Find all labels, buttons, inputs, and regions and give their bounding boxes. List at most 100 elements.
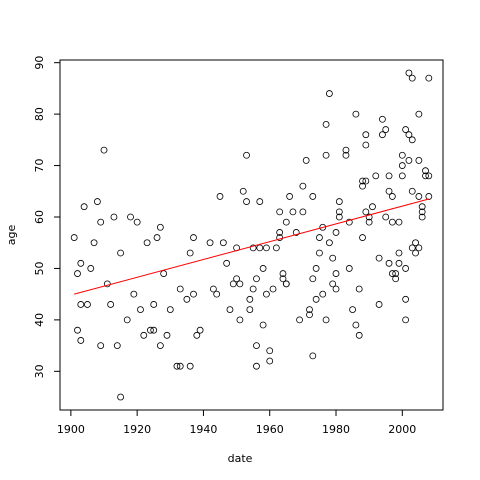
point bbox=[395, 249, 403, 257]
point bbox=[93, 198, 101, 205]
point bbox=[147, 326, 154, 334]
point bbox=[253, 362, 260, 370]
point bbox=[388, 193, 396, 200]
point bbox=[190, 234, 197, 241]
point bbox=[196, 326, 204, 334]
point bbox=[402, 126, 410, 133]
x-tick-label: 1980 bbox=[322, 423, 350, 436]
point bbox=[322, 121, 330, 128]
point bbox=[256, 244, 264, 252]
point bbox=[392, 275, 400, 283]
point bbox=[74, 326, 81, 334]
point bbox=[359, 182, 366, 190]
y-tick-label: 70 bbox=[33, 159, 46, 173]
x-tick-label: 1960 bbox=[256, 423, 284, 436]
point bbox=[246, 306, 254, 313]
point bbox=[176, 285, 184, 293]
point bbox=[156, 223, 164, 231]
point bbox=[425, 193, 433, 200]
y-tick-label: 30 bbox=[33, 364, 46, 378]
point bbox=[405, 69, 413, 77]
point bbox=[395, 218, 403, 226]
point bbox=[160, 270, 168, 277]
point bbox=[382, 213, 390, 221]
point bbox=[282, 218, 290, 226]
point bbox=[259, 321, 267, 329]
point bbox=[405, 131, 413, 139]
point bbox=[325, 239, 333, 247]
point bbox=[236, 280, 244, 288]
point bbox=[342, 151, 350, 159]
point bbox=[140, 331, 148, 339]
point bbox=[90, 239, 98, 247]
point bbox=[415, 110, 423, 118]
point bbox=[150, 326, 158, 334]
point bbox=[156, 342, 164, 349]
point bbox=[398, 151, 406, 159]
point bbox=[110, 213, 118, 221]
point bbox=[163, 331, 171, 339]
point bbox=[272, 244, 280, 252]
point bbox=[276, 234, 284, 241]
point bbox=[418, 203, 426, 211]
point bbox=[362, 131, 370, 139]
point bbox=[362, 208, 370, 216]
point bbox=[349, 306, 356, 313]
point bbox=[223, 259, 231, 267]
point bbox=[412, 249, 419, 257]
point bbox=[84, 301, 91, 308]
point bbox=[183, 295, 191, 303]
y-tick-label: 40 bbox=[33, 313, 46, 327]
y-tick-label: 60 bbox=[33, 210, 46, 224]
point bbox=[153, 234, 161, 241]
point bbox=[306, 311, 313, 319]
point bbox=[253, 275, 260, 283]
point bbox=[263, 244, 270, 252]
point bbox=[229, 280, 237, 288]
point bbox=[249, 285, 257, 293]
point bbox=[87, 265, 95, 272]
point bbox=[316, 249, 323, 257]
point bbox=[418, 213, 426, 221]
point bbox=[77, 301, 85, 308]
point bbox=[173, 362, 181, 370]
point bbox=[70, 234, 78, 241]
point bbox=[415, 244, 423, 252]
point bbox=[80, 203, 88, 211]
point bbox=[123, 316, 131, 324]
point bbox=[425, 172, 433, 180]
point bbox=[312, 265, 320, 272]
point bbox=[362, 141, 370, 149]
point bbox=[97, 342, 105, 349]
point bbox=[266, 347, 274, 355]
plot-frame bbox=[59, 59, 444, 411]
point bbox=[97, 218, 105, 226]
point bbox=[425, 74, 433, 82]
point bbox=[335, 198, 343, 205]
point bbox=[369, 203, 376, 211]
point bbox=[296, 316, 303, 324]
point bbox=[74, 270, 81, 277]
y-axis-title: age bbox=[5, 225, 18, 246]
point bbox=[375, 254, 383, 262]
point bbox=[408, 74, 416, 82]
point bbox=[243, 198, 250, 205]
point bbox=[355, 331, 363, 339]
point bbox=[209, 285, 217, 293]
point bbox=[322, 151, 330, 159]
point bbox=[385, 172, 393, 180]
point bbox=[309, 193, 317, 200]
point bbox=[263, 290, 270, 298]
point bbox=[299, 182, 307, 190]
point bbox=[259, 265, 267, 272]
point bbox=[362, 177, 370, 185]
point bbox=[186, 249, 194, 257]
point bbox=[325, 90, 333, 97]
point bbox=[143, 239, 151, 247]
point bbox=[193, 331, 201, 339]
point bbox=[113, 342, 121, 349]
point bbox=[415, 193, 423, 200]
point bbox=[319, 290, 327, 298]
point bbox=[107, 301, 115, 308]
point bbox=[286, 193, 294, 200]
